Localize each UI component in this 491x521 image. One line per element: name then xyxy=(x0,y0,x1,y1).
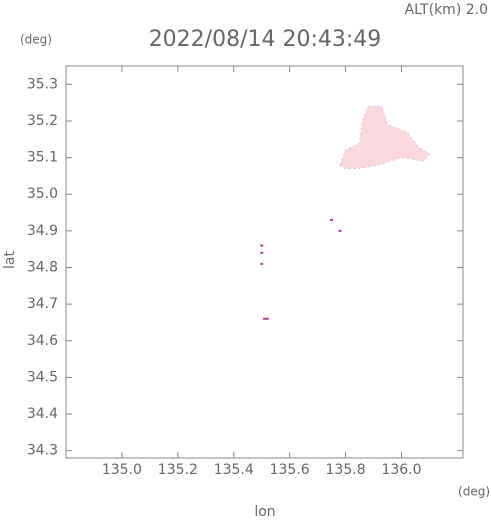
y-tick-label: 35.1 xyxy=(27,150,58,166)
echo-point xyxy=(330,218,334,221)
plot-frame xyxy=(65,65,464,459)
y-tick-label: 34.9 xyxy=(27,223,58,239)
y-tick-label: 34.3 xyxy=(27,443,58,459)
y-tick-label: 35.0 xyxy=(27,186,58,202)
echo-point xyxy=(260,262,264,265)
echo-area xyxy=(339,105,431,170)
y-tick-label: 34.8 xyxy=(27,259,58,275)
x-unit: (deg) xyxy=(458,485,490,499)
y-unit: (deg) xyxy=(20,33,52,47)
annotation: ALT(km) 2.0 xyxy=(405,2,488,18)
y-tick-label: 34.7 xyxy=(27,296,58,312)
y-label: lat xyxy=(2,251,18,269)
echo-point xyxy=(338,229,342,232)
x-tick-label: 135.0 xyxy=(102,462,142,478)
echo-point xyxy=(263,317,266,320)
x-tick-label: 135.8 xyxy=(326,462,366,478)
echo-point xyxy=(265,317,269,320)
x-label: lon xyxy=(254,504,275,520)
echo-point xyxy=(260,244,264,247)
y-tick-label: 35.3 xyxy=(27,76,58,92)
x-tick-label: 136.0 xyxy=(381,462,421,478)
x-tick-label: 135.2 xyxy=(158,462,198,478)
y-tick-label: 35.2 xyxy=(27,113,58,129)
y-tick-label: 34.4 xyxy=(27,406,58,422)
x-tick-label: 135.4 xyxy=(214,462,254,478)
y-tick-label: 34.5 xyxy=(27,369,58,385)
x-tick-label: 135.6 xyxy=(270,462,310,478)
echo-point xyxy=(260,251,264,254)
chart-title: 2022/08/14 20:43:49 xyxy=(149,27,382,52)
y-tick-label: 34.6 xyxy=(27,333,58,349)
